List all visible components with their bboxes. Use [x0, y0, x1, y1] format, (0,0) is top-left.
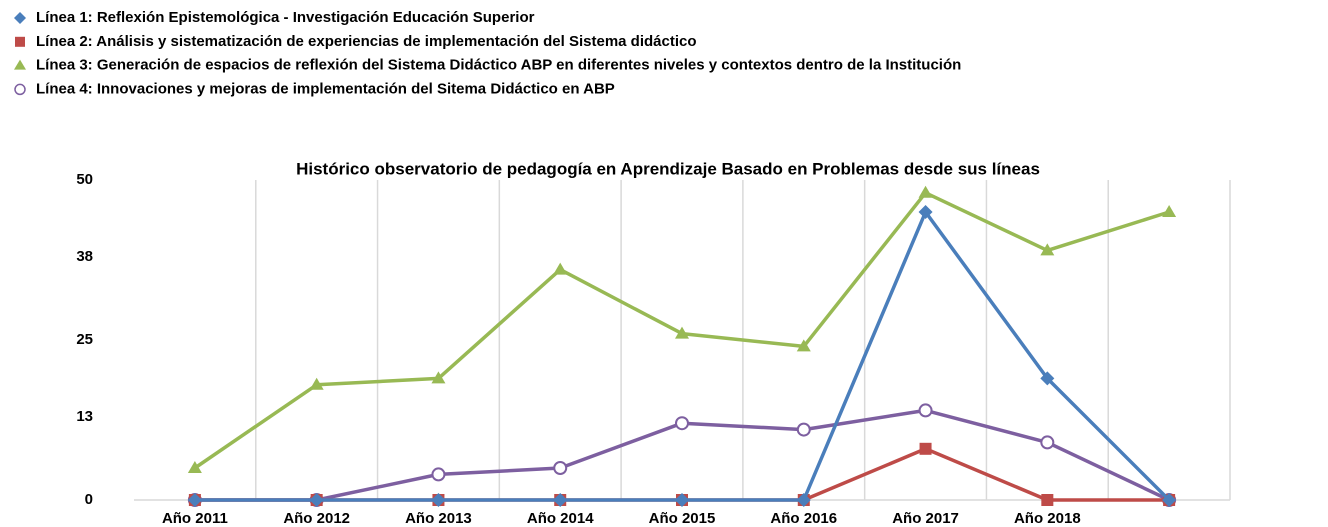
y-tick-label: 25 [76, 331, 93, 348]
y-tick-label: 0 [85, 491, 93, 508]
data-point [1162, 493, 1177, 507]
legend-label: Línea 3: Generación de espacios de refle… [36, 57, 961, 74]
x-tick-label: Año 2013 [405, 510, 472, 527]
legend-label: Línea 1: Reflexión Epistemológica - Inve… [36, 9, 535, 26]
data-point [309, 377, 324, 390]
data-point [553, 461, 568, 475]
series-line [194, 210, 1171, 502]
x-tick-label: Año 2016 [770, 510, 837, 527]
data-point [918, 185, 933, 198]
x-tick-label: Año 2017 [892, 510, 959, 527]
legend-marker [14, 12, 26, 24]
data-point [796, 339, 811, 352]
x-tick-label: Año 2015 [649, 510, 716, 527]
y-tick-label: 13 [76, 408, 93, 425]
data-point [431, 493, 446, 507]
data-point [553, 493, 568, 507]
legend-marker [14, 83, 26, 96]
data-point [309, 493, 324, 507]
x-tick-label: Año 2011 [162, 510, 228, 527]
data-point [187, 493, 202, 507]
data-point [187, 461, 202, 473]
data-point [553, 262, 568, 275]
data-point [796, 493, 811, 507]
data-point [431, 371, 446, 384]
data-point [675, 416, 689, 431]
data-point [675, 326, 689, 339]
series-line [194, 447, 1170, 502]
data-point [1041, 494, 1054, 506]
data-point [918, 205, 933, 219]
data-point [675, 493, 689, 507]
data-point [1040, 243, 1055, 256]
legend-marker [14, 59, 26, 70]
data-point [1162, 205, 1177, 217]
y-tick-label: 38 [76, 248, 93, 265]
data-point [1040, 371, 1055, 386]
data-point [431, 467, 446, 482]
data-point [919, 442, 932, 455]
chart-title: Histórico observatorio de pedagogía en A… [296, 159, 1040, 178]
legend-label: Línea 2: Análisis y sistematización de e… [36, 33, 697, 50]
legend-label: Línea 4: Innovaciones y mejoras de imple… [36, 80, 615, 97]
data-point [918, 403, 933, 418]
y-tick-label: 50 [76, 171, 93, 188]
data-point [796, 422, 811, 437]
x-tick-label: Año 2012 [283, 510, 350, 527]
data-point [1040, 435, 1055, 450]
legend-marker [15, 36, 25, 47]
x-tick-label: Año 2018 [1014, 510, 1081, 527]
x-tick-label: Año 2014 [527, 510, 594, 527]
